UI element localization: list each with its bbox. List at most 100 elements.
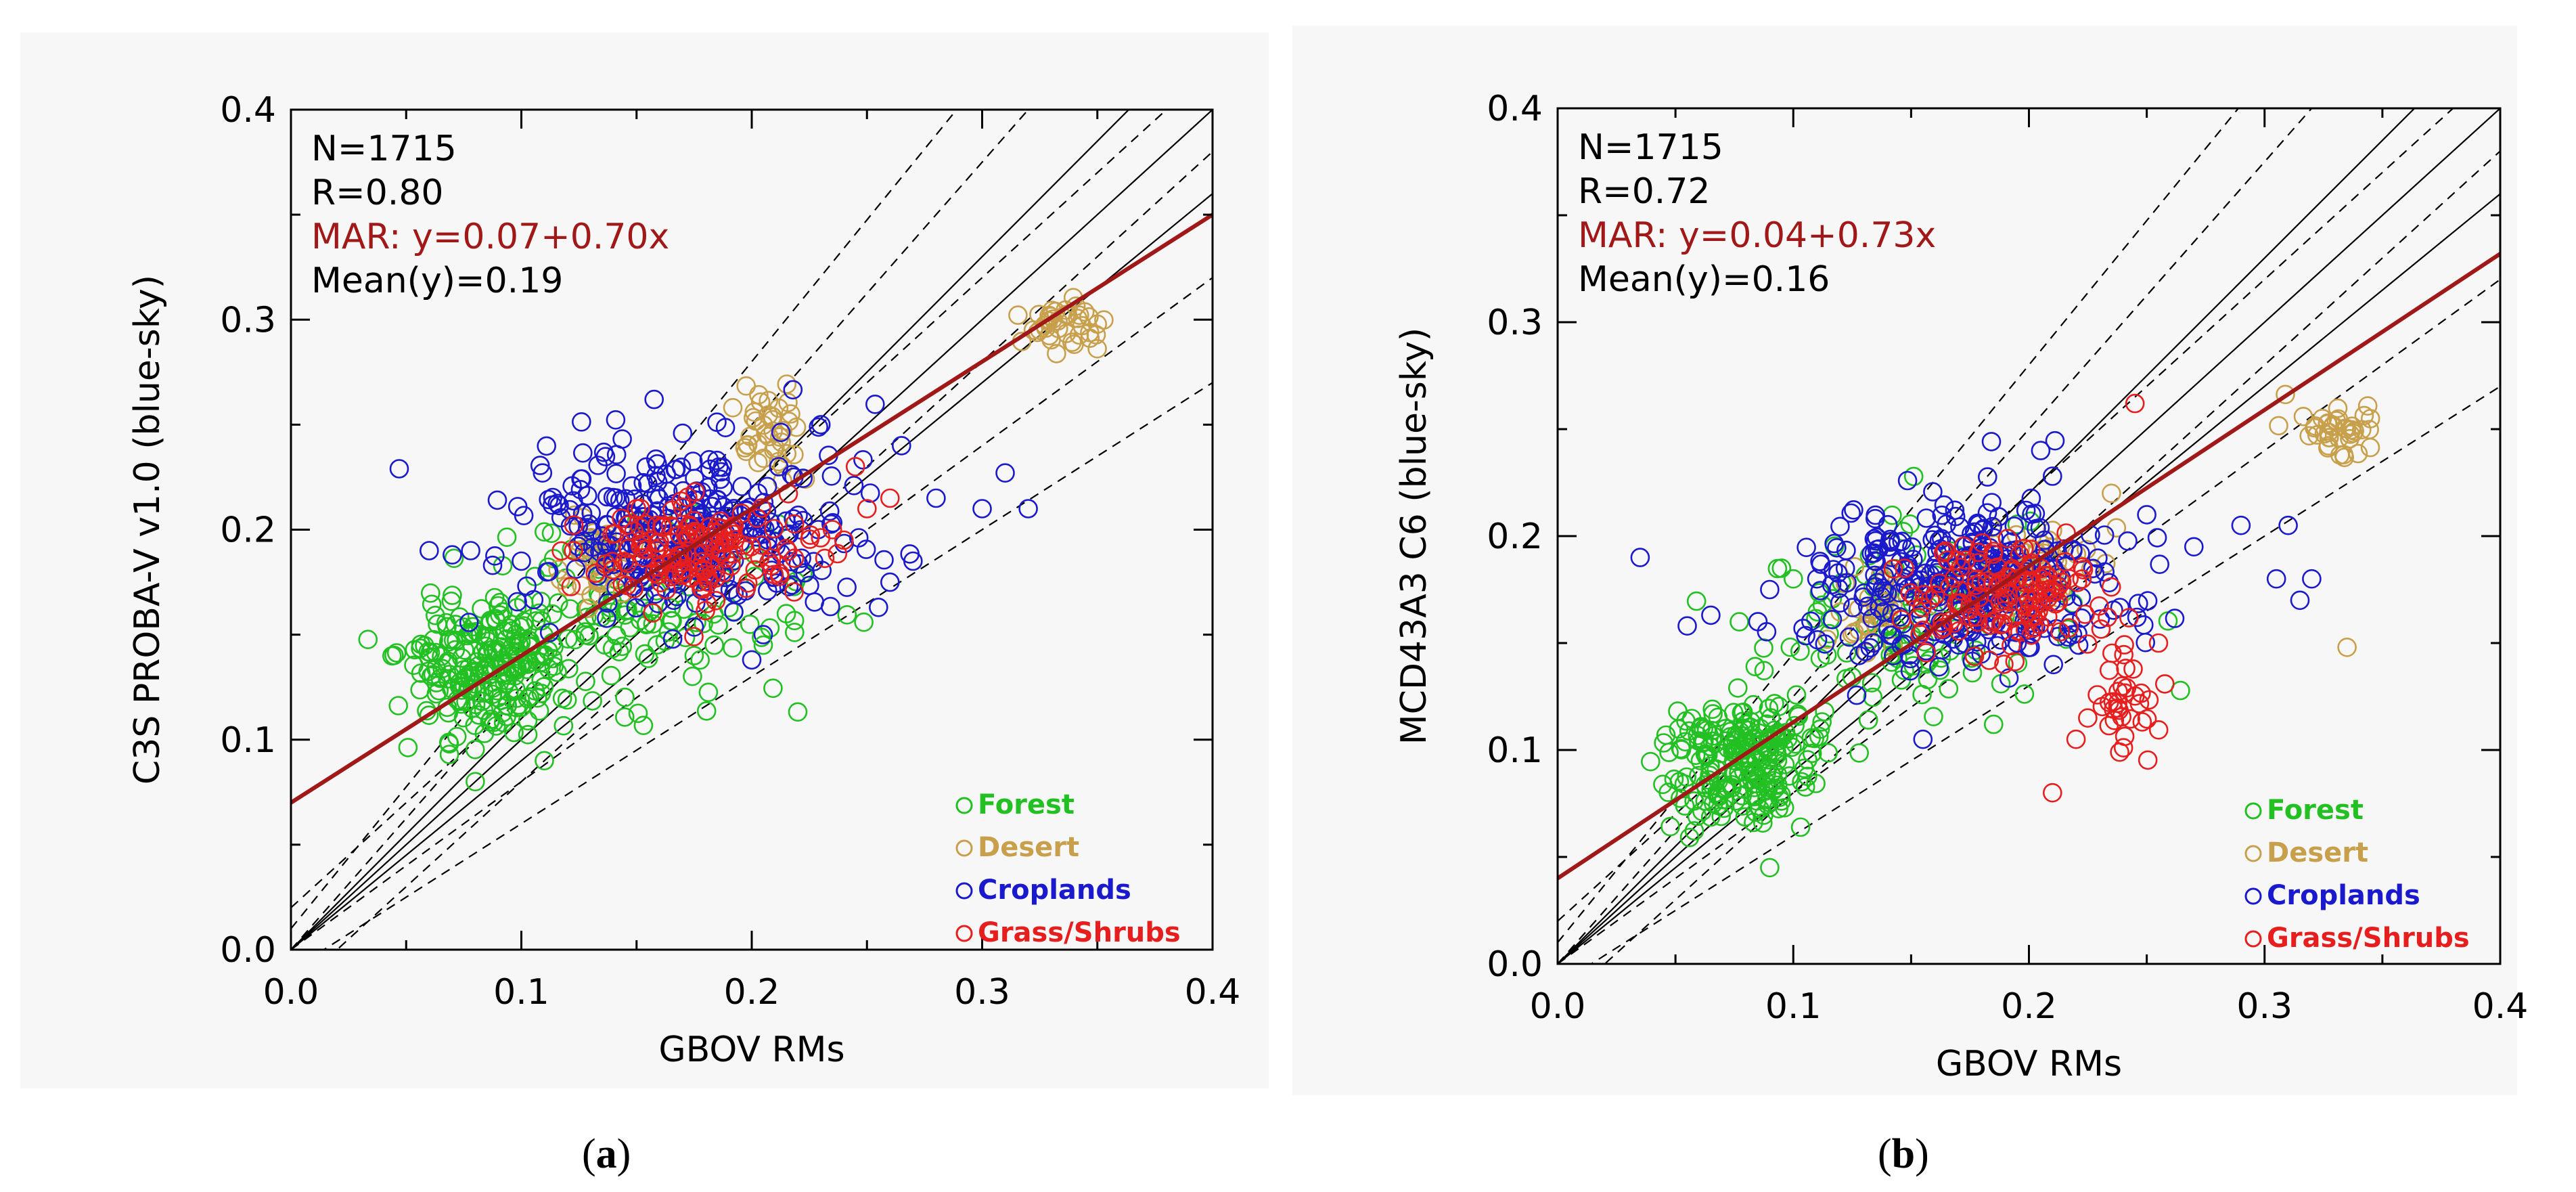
- desert-point: [2360, 437, 2380, 458]
- grass-point: [685, 482, 705, 502]
- forest-point: [1660, 816, 1680, 837]
- croplands-point: [860, 483, 880, 503]
- forest-point: [636, 615, 656, 635]
- croplands-point: [562, 476, 582, 496]
- croplands-point: [805, 592, 824, 612]
- grass-point: [1925, 586, 1945, 605]
- y-tick-label: 0.2: [220, 510, 276, 551]
- grass-point: [1953, 536, 1974, 556]
- forest-point: [481, 709, 501, 729]
- croplands-point: [537, 436, 557, 456]
- croplands-point: [1828, 563, 1848, 583]
- forest-point: [507, 598, 527, 618]
- grass-point: [684, 627, 704, 646]
- grass-point: [561, 577, 581, 596]
- forest-point: [1810, 719, 1830, 739]
- croplands-point: [2069, 635, 2089, 655]
- grass-point: [834, 530, 854, 550]
- croplands-point: [853, 449, 873, 470]
- grass-point: [747, 508, 767, 528]
- forest-point: [465, 661, 485, 681]
- desert-point: [723, 397, 743, 418]
- forest-point: [543, 648, 563, 669]
- croplands-point: [1836, 540, 1856, 560]
- croplands-point: [1978, 467, 1997, 487]
- croplands-point: [757, 477, 777, 497]
- croplands-point: [1807, 569, 1827, 589]
- croplands-point: [1807, 630, 1828, 650]
- desert-point: [2328, 398, 2348, 418]
- croplands-point: [2045, 431, 2065, 451]
- forest-point: [684, 646, 704, 665]
- forest-point: [615, 605, 635, 625]
- forest-point: [1744, 812, 1763, 833]
- grass-point: [1993, 614, 2013, 634]
- forest-point: [1691, 717, 1711, 736]
- forest-point: [1795, 777, 1815, 797]
- croplands-point: [590, 542, 610, 562]
- forest-point: [1806, 609, 1826, 629]
- grass-point: [696, 600, 715, 621]
- croplands-point: [2147, 528, 2167, 548]
- caption-b-open: (: [1878, 1131, 1892, 1177]
- tolerance-line: [1558, 278, 2500, 964]
- grass-point: [2077, 634, 2098, 654]
- grass-point: [681, 524, 701, 544]
- grass-point: [2132, 712, 2152, 732]
- forest-point: [501, 615, 521, 634]
- croplands-point: [732, 477, 752, 497]
- croplands-point: [1830, 516, 1850, 537]
- forest-point: [1767, 558, 1788, 579]
- forest-point: [531, 684, 551, 703]
- desert-point: [748, 452, 768, 472]
- y-tick-label: 0.0: [1487, 944, 1543, 985]
- croplands-point: [783, 380, 803, 400]
- grass-point: [1891, 609, 1912, 630]
- croplands-point: [606, 445, 627, 465]
- forest-point: [439, 734, 459, 754]
- forest-point: [2007, 514, 2027, 534]
- grass-point: [2029, 601, 2048, 621]
- forest-point: [643, 614, 663, 634]
- croplands-point: [2127, 607, 2147, 627]
- croplands-point: [2118, 531, 2138, 551]
- croplands-point: [1925, 525, 1945, 546]
- croplands-point: [571, 412, 591, 432]
- croplands-point: [823, 512, 842, 533]
- forest-point: [696, 701, 717, 721]
- grass-point: [656, 579, 677, 600]
- x-tick-label: 0.4: [1185, 972, 1241, 1013]
- grass-point: [646, 539, 666, 560]
- grass-point: [2113, 738, 2133, 757]
- forest-point: [753, 635, 773, 655]
- legend-croplands-label: Croplands: [2267, 880, 2420, 911]
- tolerance-line: [322, 382, 1213, 950]
- forest-point: [610, 599, 629, 619]
- grass-point: [652, 516, 673, 536]
- croplands-point: [713, 478, 733, 498]
- grass-point: [1964, 646, 1985, 666]
- forest-point: [484, 588, 505, 608]
- legend-desert-label: Desert: [978, 832, 1079, 863]
- forest-point: [788, 702, 808, 722]
- forest-point: [1696, 747, 1717, 766]
- desert-point: [2357, 396, 2378, 416]
- legend-grass-shrubs-marker: [2244, 930, 2262, 948]
- grass-point: [2114, 644, 2133, 665]
- forest-point: [522, 636, 542, 657]
- grass-point: [1920, 590, 1940, 610]
- croplands-point: [507, 592, 527, 612]
- croplands-point: [1843, 598, 1863, 617]
- grass-point: [671, 491, 691, 511]
- legend-croplands-marker: [955, 882, 973, 900]
- croplands-point: [539, 489, 559, 510]
- croplands-point: [2302, 569, 2322, 589]
- desert-point: [2106, 518, 2127, 538]
- forest-point: [486, 716, 506, 736]
- forest-point: [443, 586, 462, 605]
- forest-point: [1863, 687, 1883, 707]
- croplands-point: [698, 477, 718, 498]
- forest-point: [1792, 772, 1811, 792]
- croplands-point: [563, 491, 583, 511]
- grass-point: [2059, 618, 2079, 638]
